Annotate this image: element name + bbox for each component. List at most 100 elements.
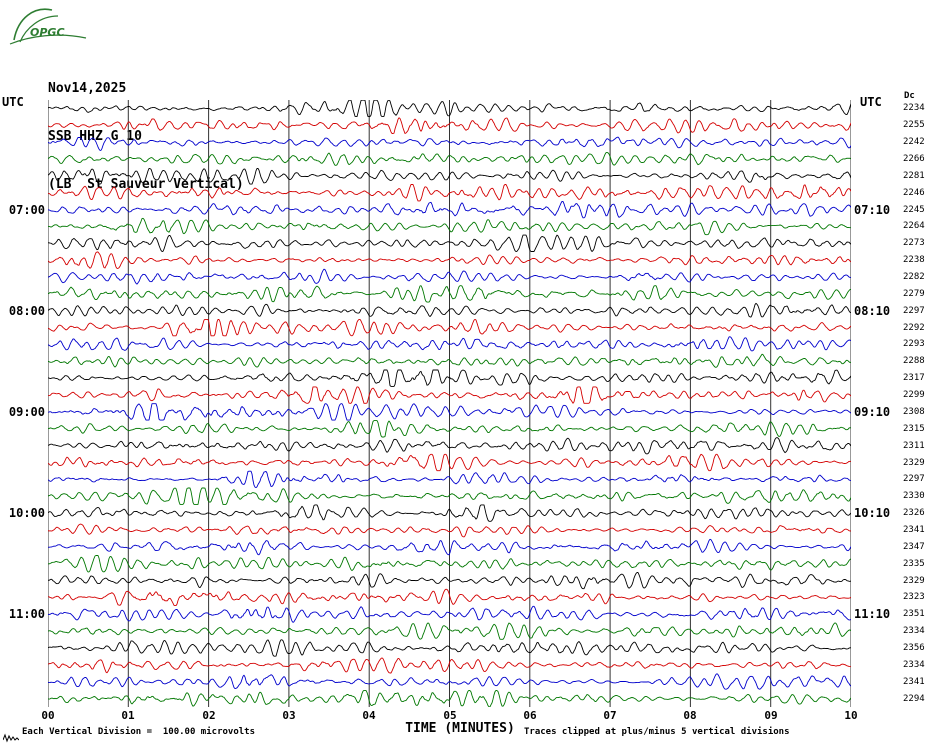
x-tick-label: 03 bbox=[282, 709, 296, 722]
hour-label-left: 10:00 bbox=[8, 506, 45, 520]
seismic-trace bbox=[48, 523, 851, 538]
seismogram-plot bbox=[48, 100, 851, 707]
dc-value: 2297 bbox=[903, 474, 925, 484]
hour-label-right: 08:10 bbox=[854, 304, 891, 318]
seismic-trace bbox=[48, 437, 851, 455]
seismic-trace bbox=[48, 234, 851, 252]
seismic-trace bbox=[48, 336, 851, 352]
seismic-trace bbox=[48, 657, 851, 674]
seismic-trace bbox=[48, 622, 851, 640]
x-tick-label: 05 bbox=[443, 709, 457, 722]
seismic-trace bbox=[48, 453, 851, 472]
seismic-trace bbox=[48, 167, 851, 185]
seismic-trace bbox=[48, 639, 851, 657]
seismic-trace bbox=[48, 285, 851, 303]
seismic-trace bbox=[48, 217, 851, 236]
dc-value: 2255 bbox=[903, 120, 925, 130]
scale-marker-icon bbox=[2, 728, 20, 744]
hour-label-right: 10:10 bbox=[854, 506, 891, 520]
dc-value: 2356 bbox=[903, 643, 925, 653]
seismic-trace bbox=[48, 151, 851, 166]
dc-value: 2311 bbox=[903, 441, 925, 451]
scale-note: Each Vertical Division = 100.00 microvol… bbox=[22, 727, 255, 737]
seismic-trace bbox=[48, 117, 851, 134]
dc-value: 2347 bbox=[903, 542, 925, 552]
dc-value: 2315 bbox=[903, 424, 925, 434]
seismic-trace bbox=[48, 136, 851, 151]
x-tick-label: 09 bbox=[764, 709, 778, 722]
dc-value: 2351 bbox=[903, 609, 925, 619]
dc-value: 2334 bbox=[903, 626, 925, 636]
seismic-trace bbox=[48, 251, 851, 269]
hour-label-left: 09:00 bbox=[8, 405, 45, 419]
dc-value: 2238 bbox=[903, 255, 925, 265]
dc-value: 2341 bbox=[903, 525, 925, 535]
dc-value: 2266 bbox=[903, 154, 925, 164]
dc-value: 2246 bbox=[903, 188, 925, 198]
seismic-trace bbox=[48, 403, 851, 421]
hour-label-right: 09:10 bbox=[854, 405, 891, 419]
x-tick-label: 00 bbox=[41, 709, 55, 722]
dc-value: 2234 bbox=[903, 103, 925, 113]
dc-value: 2308 bbox=[903, 407, 925, 417]
seismic-trace bbox=[48, 588, 851, 607]
seismic-trace bbox=[48, 318, 851, 337]
dc-value: 2273 bbox=[903, 238, 925, 248]
dc-value: 2264 bbox=[903, 221, 925, 231]
dc-value: 2326 bbox=[903, 508, 925, 518]
dc-value: 2293 bbox=[903, 339, 925, 349]
seismic-trace bbox=[48, 268, 851, 285]
dc-value: 2282 bbox=[903, 272, 925, 282]
x-tick-label: 08 bbox=[683, 709, 697, 722]
x-tick-label: 10 bbox=[844, 709, 858, 722]
dc-value: 2323 bbox=[903, 592, 925, 602]
seismic-trace bbox=[48, 487, 851, 505]
dc-value: 2334 bbox=[903, 660, 925, 670]
dc-value: 2297 bbox=[903, 306, 925, 316]
dc-value: 2279 bbox=[903, 289, 925, 299]
seismic-trace bbox=[48, 470, 851, 489]
x-tick-label: 04 bbox=[362, 709, 376, 722]
seismic-trace bbox=[48, 572, 851, 590]
hour-label-left: 11:00 bbox=[8, 607, 45, 621]
dc-value: 2329 bbox=[903, 458, 925, 468]
x-tick-label: 01 bbox=[121, 709, 135, 722]
utc-label-right: UTC bbox=[860, 95, 882, 109]
header-date: Nov14,2025 bbox=[48, 81, 127, 96]
seismic-trace bbox=[48, 605, 851, 623]
dc-value: 2299 bbox=[903, 390, 925, 400]
plot-header: Nov14,2025 SSB HHZ G 10 (LB St Sauveur V… bbox=[48, 49, 244, 225]
dc-column-header: Dc bbox=[904, 91, 915, 101]
hour-label-left: 07:00 bbox=[8, 203, 45, 217]
clip-note: Traces clipped at plus/minus 5 vertical … bbox=[524, 727, 790, 737]
seismic-trace bbox=[48, 555, 851, 573]
dc-value: 2294 bbox=[903, 694, 925, 704]
seismic-trace bbox=[48, 100, 851, 118]
dc-value: 2242 bbox=[903, 137, 925, 147]
seismic-trace bbox=[48, 353, 851, 368]
x-axis-title: TIME (MINUTES) bbox=[405, 721, 515, 736]
dc-value: 2335 bbox=[903, 559, 925, 569]
dc-value: 2341 bbox=[903, 677, 925, 687]
seismic-trace bbox=[48, 689, 851, 707]
dc-value: 2317 bbox=[903, 373, 925, 383]
hour-label-right: 07:10 bbox=[854, 203, 891, 217]
x-tick-label: 02 bbox=[202, 709, 216, 722]
x-tick-label: 07 bbox=[603, 709, 617, 722]
dc-value: 2245 bbox=[903, 205, 925, 215]
x-tick-label: 06 bbox=[523, 709, 537, 722]
seismic-trace bbox=[48, 504, 851, 522]
dc-value: 2329 bbox=[903, 576, 925, 586]
dc-value: 2292 bbox=[903, 323, 925, 333]
dc-value: 2281 bbox=[903, 171, 925, 181]
dc-value: 2288 bbox=[903, 356, 925, 366]
seismic-trace bbox=[48, 673, 851, 690]
hour-label-right: 11:10 bbox=[854, 607, 891, 621]
seismic-trace bbox=[48, 200, 851, 219]
opgc-logo-graphic: OPGC bbox=[9, 8, 87, 45]
seismic-trace bbox=[48, 386, 851, 404]
seismic-trace bbox=[48, 538, 851, 556]
hour-label-left: 08:00 bbox=[8, 304, 45, 318]
opgc-logo: OPGC bbox=[6, 2, 90, 48]
